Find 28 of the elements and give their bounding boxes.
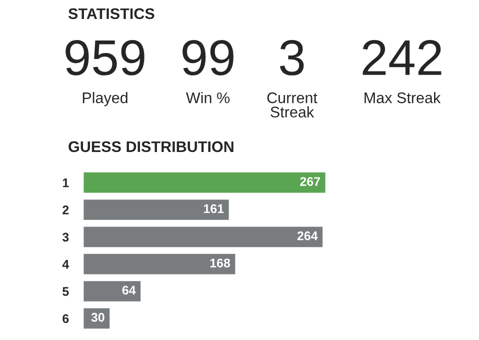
data-label: 30 <box>91 312 104 322</box>
bar <box>83 171 326 194</box>
text: STATISTICS <box>68 8 154 20</box>
y-tick-label: 4 <box>62 260 70 269</box>
chart-title: GUESS DISTRIBUTION <box>68 141 234 152</box>
text: Current Streak <box>267 92 318 118</box>
bar <box>83 198 230 222</box>
data-label: 64 <box>122 286 136 295</box>
data-label: 267 <box>300 177 320 186</box>
data-label: 264 <box>297 231 318 240</box>
y-tick-label: 3 <box>62 232 69 242</box>
bar <box>83 280 142 303</box>
bar <box>83 225 324 248</box>
text: Played <box>82 92 128 106</box>
bar <box>83 252 237 276</box>
text: 959 <box>66 40 144 76</box>
y-tick-label: 5 <box>62 287 69 296</box>
data-label: 168 <box>210 258 230 268</box>
bar <box>83 306 111 330</box>
text: 3 <box>280 40 304 76</box>
y-tick-label: 2 <box>62 206 69 214</box>
text: Max Streak <box>364 92 441 104</box>
y-tick-label: 6 <box>62 314 69 324</box>
text: Win % <box>186 92 230 104</box>
y-tick-label: 1 <box>62 178 69 188</box>
data-label: 161 <box>204 204 224 214</box>
text: 242 <box>362 40 442 75</box>
text: 99 <box>182 40 234 76</box>
